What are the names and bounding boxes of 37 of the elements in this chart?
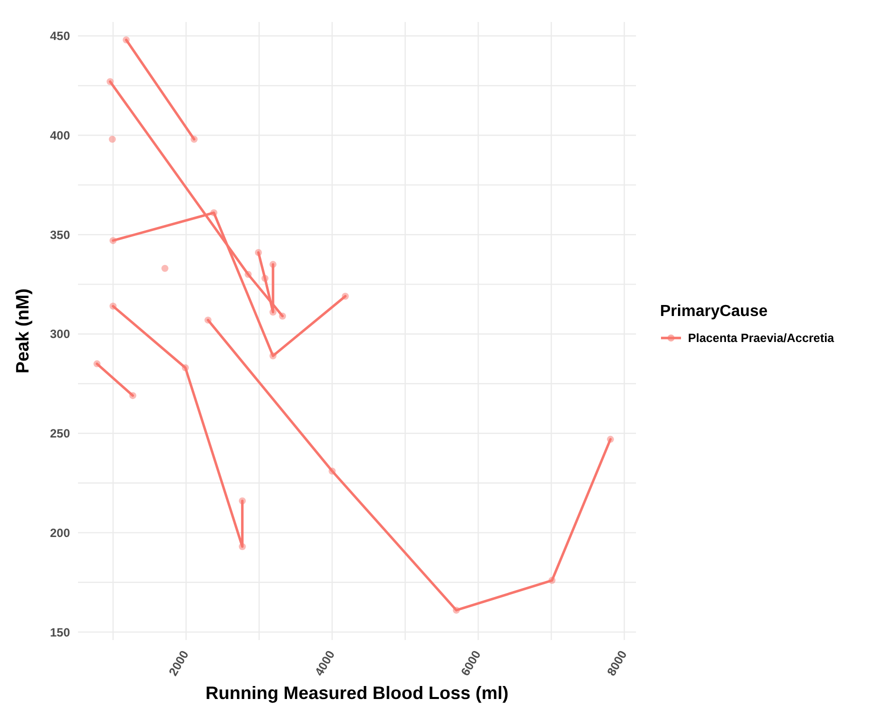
point (210, 209, 218, 216)
point (270, 260, 277, 268)
y-tick-label: 350 (50, 228, 70, 242)
point (93, 360, 100, 368)
point (182, 364, 189, 372)
point (261, 274, 268, 282)
y-tick-label: 200 (50, 526, 70, 540)
y-tick-label: 250 (50, 426, 70, 441)
y-tick-label: 300 (50, 327, 70, 342)
point (328, 468, 336, 475)
point (110, 237, 117, 244)
point (279, 312, 286, 320)
point (106, 78, 114, 86)
point (548, 576, 556, 584)
point (244, 270, 252, 278)
point (342, 292, 349, 300)
x-axis-title: Running Measured Blood Loss (ml) (205, 683, 509, 703)
point (270, 352, 277, 360)
point (238, 543, 246, 550)
legend-title: PrimaryCause (660, 303, 769, 321)
y-tick-label: 150 (50, 625, 70, 640)
point (270, 308, 277, 316)
point (238, 497, 246, 504)
y-axis-title: Peak (nM) (12, 288, 32, 374)
legend-label: Placenta Praevia/Accretia (688, 331, 834, 345)
point (129, 392, 136, 400)
point (452, 606, 460, 614)
point (161, 264, 168, 272)
point (204, 316, 212, 324)
y-tick-label: 400 (50, 128, 70, 143)
point (122, 36, 130, 44)
point (254, 249, 262, 256)
point (110, 302, 117, 310)
point (606, 436, 614, 443)
point (108, 136, 116, 143)
point (190, 136, 198, 143)
y-tick-label: 450 (50, 29, 70, 44)
